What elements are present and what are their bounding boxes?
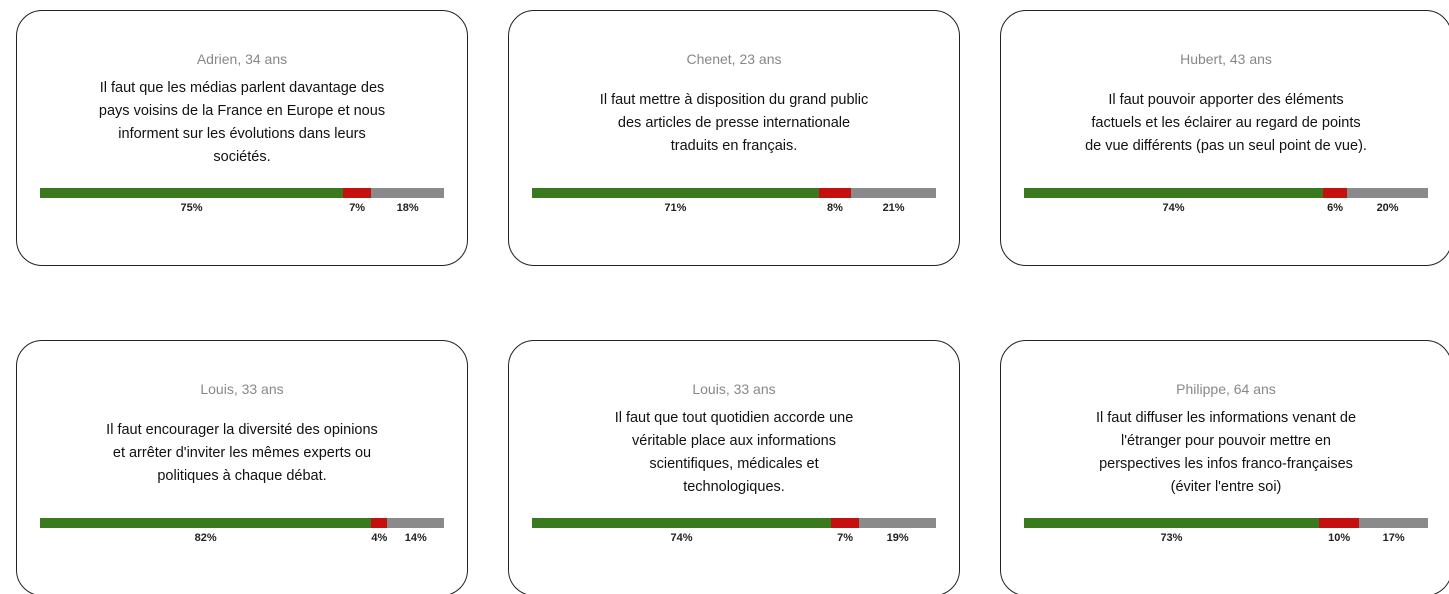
author: Louis, 33 ans <box>200 381 284 397</box>
quote-line: sociétés. <box>213 149 271 165</box>
quote: Il faut mettre à disposition du grand pu… <box>519 73 949 173</box>
value-label: 10% <box>1328 532 1351 544</box>
bar-segment <box>1024 518 1319 528</box>
value-label: 18% <box>396 202 419 214</box>
stacked-bar <box>1024 518 1429 528</box>
value-label: 6% <box>1327 202 1344 214</box>
quote: Il faut encourager la diversité des opin… <box>27 403 457 503</box>
quote-line: Il faut pouvoir apporter des éléments <box>1108 91 1344 108</box>
quote-line: politiques à chaque débat. <box>157 467 327 484</box>
value-label: 7% <box>837 532 854 544</box>
value-label: 7% <box>349 202 366 214</box>
bar-segment <box>343 188 372 198</box>
bar-labels: 73% 10% 17% <box>1024 532 1428 544</box>
quote-card: Louis, 33 ans Il faut que tout quotidien … <box>508 340 960 594</box>
value-label: 74% <box>670 532 693 544</box>
bar-segment <box>1359 518 1429 528</box>
quote: Il faut que tout quotidien accorde une vé… <box>519 403 949 503</box>
value-label: 75% <box>180 202 203 214</box>
quote-line: scientifiques, médicales et <box>649 456 819 472</box>
bar-segment <box>371 188 444 198</box>
quote-line: Il faut diffuser les informations venant… <box>1095 410 1357 426</box>
value-label: 17% <box>1382 532 1405 544</box>
bar-labels: 74% 7% 19% <box>532 532 936 544</box>
value-label: 82% <box>194 532 217 544</box>
bar-segment <box>1322 188 1348 198</box>
bar-segment <box>851 188 936 198</box>
bar-segment <box>40 518 372 528</box>
quote-line: de vue différents (pas un seul point de … <box>1085 137 1367 154</box>
quote-card: Hubert, 43 ans Il faut pouvoir apporter d… <box>1000 10 1449 266</box>
quote-card: Chenet, 23 ans Il faut mettre à dispositi… <box>508 10 960 266</box>
quote-line: technologiques. <box>683 479 785 495</box>
bar-segment <box>830 518 860 528</box>
bar-segment <box>1347 188 1428 198</box>
bar-segment <box>532 518 831 528</box>
bar-segment <box>1024 188 1323 198</box>
quote-line: l'étranger pour pouvoir mettre en <box>1121 433 1331 449</box>
bar-segment <box>387 518 444 528</box>
quote-card: Adrien, 34 ans Il faut que les médias par… <box>16 10 468 266</box>
value-label: 20% <box>1376 202 1399 214</box>
author: Philippe, 64 ans <box>1176 381 1276 397</box>
quote-line: des articles de presse internationale <box>617 114 851 131</box>
quote-line: et arrêter d'inviter les mêmes experts o… <box>112 444 372 461</box>
stacked-bar <box>532 518 936 528</box>
bar-segment <box>818 188 852 198</box>
quote-line: (éviter l'entre soi) <box>1170 479 1282 495</box>
bar-segment <box>371 518 388 528</box>
bar-segment <box>1318 518 1360 528</box>
value-label: 73% <box>1160 532 1183 544</box>
quote-line: Il faut que tout quotidien accorde une <box>614 410 854 426</box>
quote-line: véritable place aux informations <box>632 433 836 449</box>
stacked-bar <box>40 188 444 198</box>
value-label: 71% <box>664 202 687 214</box>
author: Hubert, 43 ans <box>1180 51 1272 67</box>
quote-line: perspectives les infos franco-françaises <box>1099 456 1353 472</box>
quote-line: informent sur les évolutions dans leurs <box>118 126 366 142</box>
bar-labels: 71% 8% 21% <box>532 202 936 214</box>
quote: Il faut que les médias parlent davantage… <box>27 73 457 173</box>
bar-segment <box>532 188 819 198</box>
quote-line: Il faut que les médias parlent davantage… <box>99 80 385 96</box>
stacked-bar <box>40 518 444 528</box>
author: Louis, 33 ans <box>692 381 776 397</box>
value-label: 8% <box>827 202 843 214</box>
bar-segment <box>40 188 343 198</box>
stacked-bar <box>532 188 936 198</box>
quote-line: factuels et les éclairer au regard de po… <box>1091 114 1361 131</box>
stacked-bar <box>1024 188 1428 198</box>
value-label: 19% <box>886 532 909 544</box>
bar-labels: 82% 4% 14% <box>40 532 444 544</box>
quote-line: pays voisins de la France en Europe et n… <box>98 103 386 119</box>
value-label: 4% <box>371 532 388 544</box>
quote-line: Il faut mettre à disposition du grand pu… <box>599 91 869 108</box>
quote: Il faut pouvoir apporter des éléments fac… <box>1011 73 1441 173</box>
quote-line: traduits en français. <box>670 137 798 154</box>
bar-labels: 75% 7% 18% <box>40 202 444 214</box>
author: Adrien, 34 ans <box>196 51 288 67</box>
bar-labels: 74% 6% 20% <box>1024 202 1428 214</box>
value-label: 21% <box>882 202 905 214</box>
quote-card: Philippe, 64 ans Il faut diffuser les inf… <box>1000 340 1449 594</box>
value-label: 14% <box>404 532 427 544</box>
author: Chenet, 23 ans <box>686 51 782 67</box>
quote: Il faut diffuser les informations venant… <box>1011 403 1441 503</box>
quote-card: Louis, 33 ans Il faut encourager la diver… <box>16 340 468 594</box>
quote-line: Il faut encourager la diversité des opin… <box>106 421 378 438</box>
bar-segment <box>859 518 936 528</box>
value-label: 74% <box>1162 202 1185 214</box>
